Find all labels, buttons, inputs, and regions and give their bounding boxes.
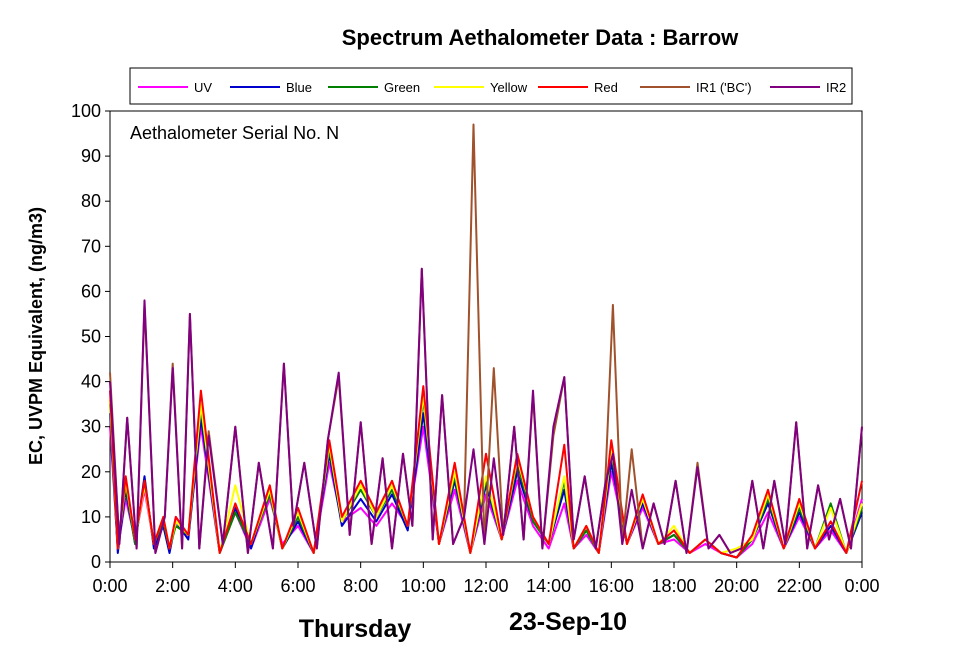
x-tick-label: 18:00 <box>651 576 696 596</box>
date-label: 23-Sep-10 <box>509 608 627 636</box>
x-tick-label: 22:00 <box>777 576 822 596</box>
day-label: Thursday <box>299 615 412 643</box>
y-tick-label: 20 <box>81 462 101 482</box>
y-tick-label: 80 <box>81 191 101 211</box>
y-tick-label: 0 <box>91 552 101 572</box>
x-tick-label: 6:00 <box>280 576 315 596</box>
series-line-ir2 <box>109 267 863 554</box>
y-tick-label: 60 <box>81 281 101 301</box>
y-tick-label: 30 <box>81 417 101 437</box>
legend-label-green: Green <box>384 80 420 95</box>
y-tick-label: 100 <box>71 101 101 121</box>
y-tick-label: 90 <box>81 146 101 166</box>
legend: UV Blue Green Yellow Red IR1 ('BC') IR2 <box>129 67 853 105</box>
legend-label-ir2: IR2 <box>826 80 846 95</box>
legend-label-uv: UV <box>194 80 212 95</box>
x-tick-label: 20:00 <box>714 576 759 596</box>
y-axis-label: EC, UVPM Equivalent, (ng/m3) <box>26 207 46 465</box>
x-tick-label: 12:00 <box>463 576 508 596</box>
axis-layer: 0 10 20 30 40 50 60 70 80 90 100 0:00 2:00 4:00 6:00 8:… <box>71 101 880 596</box>
x-tick-label: 0:00 <box>92 576 127 596</box>
x-tick-label: 0:00 <box>844 576 879 596</box>
y-tick-label: 40 <box>81 372 101 392</box>
legend-label-red: Red <box>594 80 618 95</box>
x-tick-label: 14:00 <box>526 576 571 596</box>
legend-label-blue: Blue <box>286 80 312 95</box>
legend-label-yellow: Yellow <box>490 80 528 95</box>
legend-label-ir1-bc: IR1 ('BC') <box>696 80 752 95</box>
y-tick-label: 50 <box>81 327 101 347</box>
x-tick-label: 8:00 <box>343 576 378 596</box>
series-layer <box>109 123 863 559</box>
y-tick-label: 70 <box>81 236 101 256</box>
x-tick-label: 2:00 <box>155 576 190 596</box>
x-tick-label: 10:00 <box>401 576 446 596</box>
y-tick-label: 10 <box>81 507 101 527</box>
x-tick-label: 16:00 <box>589 576 634 596</box>
serial-annotation: Aethalometer Serial No. N <box>130 123 339 143</box>
x-tick-label: 4:00 <box>218 576 253 596</box>
series-line-red <box>109 385 863 559</box>
chart-title: Spectrum Aethalometer Data : Barrow <box>342 25 739 50</box>
